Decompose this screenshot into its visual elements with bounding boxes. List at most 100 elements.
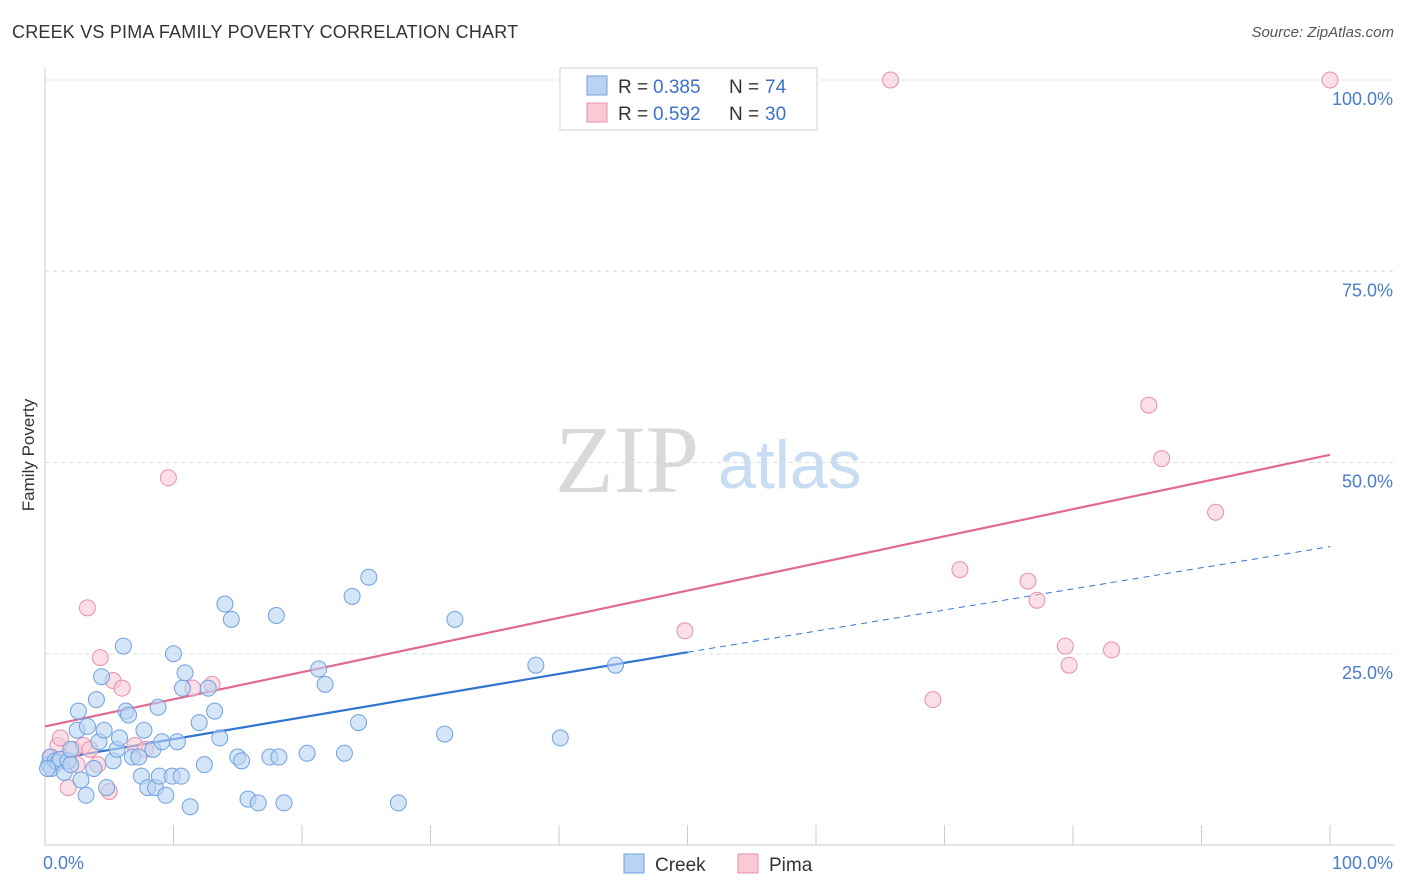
pima-point <box>159 469 177 487</box>
creek-point <box>350 714 368 732</box>
creek-point <box>195 756 213 774</box>
y-tick-label-1: 50.0% <box>1342 472 1393 492</box>
tick-labels: 25.0% 50.0% 75.0% 100.0% 0.0% 100.0% <box>43 89 1393 873</box>
creek-point <box>149 698 167 716</box>
bottom-legend-creek-swatch <box>623 853 645 874</box>
watermark-zip: ZIP <box>555 406 699 513</box>
creek-point <box>335 744 353 762</box>
creek-point <box>165 645 182 663</box>
watermark-atlas: atlas <box>718 427 862 503</box>
x-tick-label-0: 0.0% <box>43 853 84 873</box>
legend-bottom: Creek Pima <box>623 853 813 876</box>
creek-point <box>120 706 138 724</box>
creek-point <box>389 794 407 812</box>
creek-point <box>249 794 267 812</box>
legend-creek-r-value: 0.385 <box>653 77 701 98</box>
creek-point <box>275 794 293 812</box>
source-label: Source: ZipAtlas.com <box>1251 24 1394 41</box>
creek-point <box>360 568 378 586</box>
creek-point <box>446 610 464 628</box>
pima-point <box>1028 591 1046 609</box>
y-axis-label: Family Poverty <box>19 398 38 511</box>
creek-point <box>39 760 57 777</box>
creek-point <box>551 729 569 747</box>
creek-point <box>316 675 334 693</box>
legend-pima-n-label: N = <box>729 104 759 125</box>
creek-point <box>310 660 328 678</box>
creek-point <box>190 714 208 732</box>
pima-trend-line <box>44 453 1331 728</box>
pima-point <box>51 729 69 747</box>
creek-point <box>173 679 191 697</box>
legend-pima-r-label: R = <box>618 104 648 125</box>
creek-point <box>93 668 111 686</box>
creek-point <box>135 721 153 739</box>
creek-point <box>62 756 80 774</box>
creek-point <box>153 733 171 751</box>
creek-point <box>343 587 361 605</box>
creek-point <box>270 748 288 766</box>
creek-point <box>111 729 129 747</box>
legend-top: R = 0.385 N = 74 R = 0.592 N = 30 <box>559 67 818 131</box>
creek-point <box>172 767 190 785</box>
pima-point <box>91 649 109 667</box>
axes <box>44 68 1395 846</box>
creek-point <box>62 740 80 758</box>
pima-point <box>1060 656 1078 674</box>
legend-creek-r-label: R = <box>618 77 648 98</box>
bottom-legend-pima-label: Pima <box>769 855 813 876</box>
pima-point <box>1103 641 1121 659</box>
bottom-legend-pima-swatch <box>737 853 759 874</box>
pima-point <box>113 679 131 697</box>
creek-point <box>436 725 454 743</box>
creek-point <box>95 721 113 739</box>
legend-pima-swatch <box>586 102 608 123</box>
creek-point <box>176 664 194 682</box>
creek-point <box>527 656 545 674</box>
pima-point <box>1153 450 1171 468</box>
y-tick-label-2: 75.0% <box>1342 280 1393 300</box>
creek-point <box>98 779 116 797</box>
creek-point <box>85 760 103 777</box>
creek-point <box>157 786 175 804</box>
pima-point <box>924 691 942 709</box>
legend-creek-n-label: N = <box>729 77 759 98</box>
creek-point <box>181 798 199 816</box>
pima-point <box>676 622 694 640</box>
creek-point <box>78 717 96 735</box>
pima-point <box>1207 503 1225 521</box>
creek-point <box>77 786 95 804</box>
creek-point <box>114 637 132 655</box>
creek-point <box>233 752 251 770</box>
chart-title: CREEK VS PIMA FAMILY POVERTY CORRELATION… <box>12 22 519 42</box>
x-tick-label-1: 100.0% <box>1332 853 1393 873</box>
legend-creek-swatch <box>586 75 608 96</box>
creek-point <box>130 748 148 766</box>
creek-trend-extension <box>687 546 1331 653</box>
creek-point <box>298 744 316 762</box>
pima-point <box>78 599 96 617</box>
pima-point <box>882 71 900 89</box>
pima-point <box>1321 71 1339 89</box>
pima-point <box>1019 572 1037 590</box>
pima-point <box>1056 637 1074 655</box>
creek-point <box>168 733 186 751</box>
y-tick-label-0: 25.0% <box>1342 663 1393 683</box>
legend-creek-n-value: 74 <box>765 77 787 98</box>
legend-pima-r-value: 0.592 <box>653 104 701 125</box>
creek-point <box>199 679 217 697</box>
creek-point <box>72 771 90 789</box>
pima-point <box>951 561 969 579</box>
creek-point <box>222 610 240 628</box>
creek-point <box>206 702 224 720</box>
scatter-points <box>39 71 1339 816</box>
pima-point <box>1140 396 1158 414</box>
y-tick-label-3: 100.0% <box>1332 89 1393 109</box>
creek-point <box>216 595 234 613</box>
legend-pima-n-value: 30 <box>765 104 786 125</box>
creek-point <box>607 656 625 674</box>
bottom-legend-creek-label: Creek <box>655 855 706 876</box>
creek-point <box>87 691 105 709</box>
creek-point <box>69 702 87 720</box>
